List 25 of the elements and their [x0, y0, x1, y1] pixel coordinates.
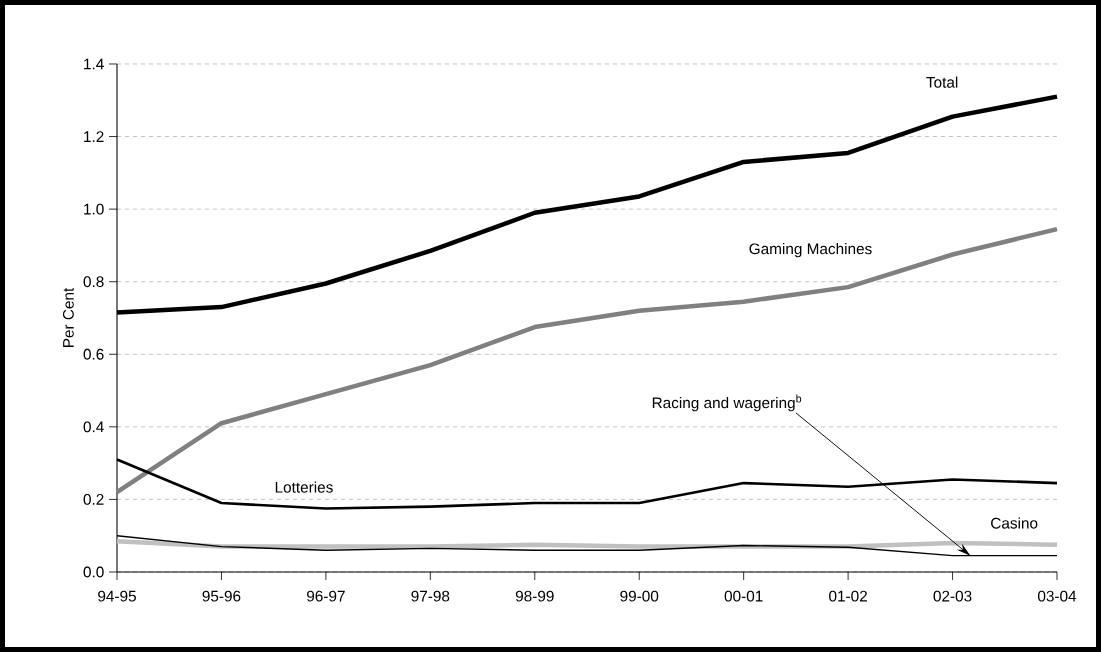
y-tick-label: 1.4 — [84, 58, 104, 70]
x-tick-label: 94-95 — [98, 590, 136, 602]
y-tick-label: 1.2 — [84, 131, 104, 142]
x-tick-label: 01-02 — [829, 590, 867, 602]
x-tick-label: 02-03 — [933, 590, 972, 602]
y-tick-label: 0.2 — [83, 493, 104, 505]
series-label: Lotteries — [275, 481, 333, 493]
line-series — [114, 226, 1060, 495]
x-tick-label: 98-99 — [515, 590, 554, 602]
y-tick-label: 0.4 — [83, 421, 104, 433]
series-label: Total — [926, 76, 958, 88]
y-tick-label: 1.0 — [84, 203, 104, 215]
series-label: Gaming Machines — [749, 242, 872, 258]
x-tick-label: 96-97 — [306, 590, 345, 602]
y-axis-title: Per Cent — [62, 287, 74, 347]
x-tick-label: 99-00 — [620, 590, 659, 602]
x-tick-label: 03-04 — [1037, 590, 1077, 602]
y-tick-label: 0.8 — [83, 276, 104, 288]
series-label: Casino — [991, 517, 1038, 529]
x-tick-label: 00-01 — [724, 590, 763, 602]
x-tick-label: 95-96 — [202, 590, 241, 602]
text: Racing and wagering$^{b}$ — [652, 394, 802, 412]
y-tick-label: 0.0 — [83, 566, 104, 578]
y-tick-label: 0.6 — [83, 348, 104, 360]
x-tick-label: 97-98 — [411, 590, 450, 602]
